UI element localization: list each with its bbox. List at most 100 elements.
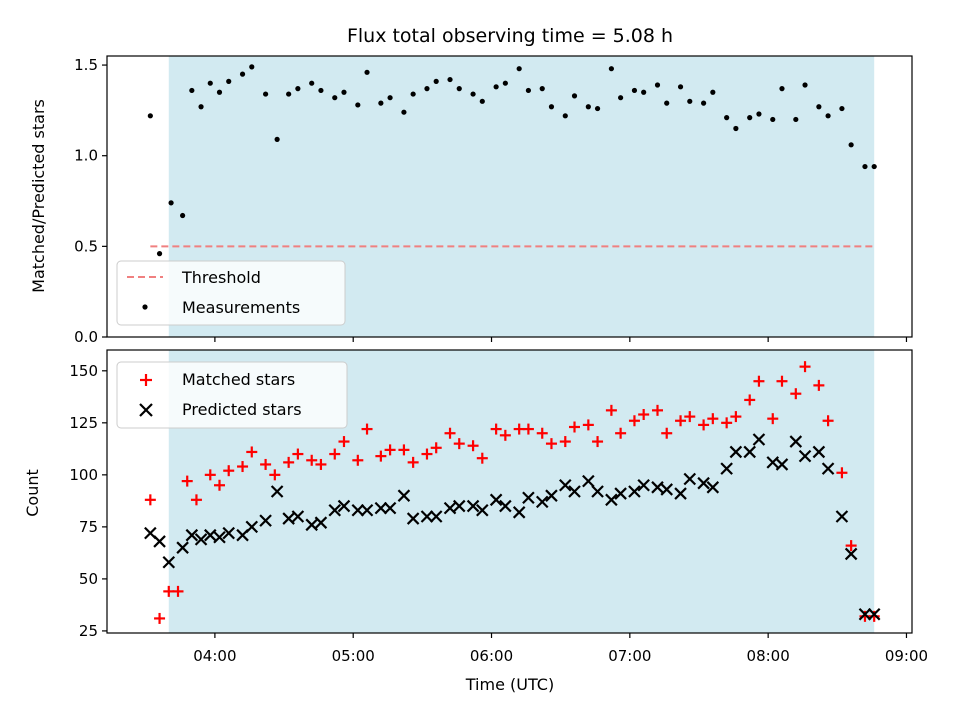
measurement-point: [525, 87, 532, 94]
predicted-star-marker: [314, 516, 328, 529]
legend-predicted-label: Predicted stars: [182, 400, 302, 419]
top-axes-frame: [106, 55, 913, 338]
measurement-point: [747, 115, 753, 121]
matched-star-marker: [338, 436, 350, 448]
measurement-point: [654, 82, 661, 88]
bottom-y-tick-label: 75: [79, 518, 98, 536]
predicted-star-marker: [337, 499, 351, 513]
matched-star-marker: [721, 417, 733, 429]
measurement-point: [862, 163, 868, 170]
predicted-star-marker: [489, 493, 503, 507]
top-y-tick-label: 0.0: [74, 328, 98, 346]
matched-star-marker: [453, 438, 465, 450]
predicted-star-marker: [305, 518, 318, 532]
matched-star-marker: [329, 448, 341, 460]
measurement-point: [493, 84, 499, 90]
predicted-star-marker: [752, 433, 766, 446]
x-axis-label: Time (UTC): [465, 675, 554, 694]
x-tick-label: 08:00: [747, 647, 790, 665]
matched-star-marker: [799, 361, 811, 373]
measurement-point: [401, 109, 407, 115]
matched-star-marker: [675, 415, 687, 427]
matched-star-marker: [569, 421, 581, 433]
matched-star-marker: [615, 427, 627, 439]
matched-star-marker: [651, 404, 663, 416]
measurement-point: [226, 78, 232, 84]
measurement-point: [295, 86, 301, 92]
x-tick-label: 05:00: [332, 647, 375, 665]
matched-star-marker: [582, 419, 594, 431]
matched-star-marker: [190, 494, 202, 506]
matched-star-marker: [361, 423, 373, 435]
measurement-point: [871, 163, 877, 170]
x-tick-label: 09:00: [885, 647, 928, 665]
predicted-star-marker: [559, 478, 572, 492]
matched-star-marker: [592, 436, 604, 448]
bottom-y-tick-label: 150: [69, 362, 98, 380]
predicted-star-marker: [203, 528, 217, 542]
matched-star-marker: [398, 444, 410, 456]
matched-star-marker: [845, 540, 857, 552]
matched-star-marker: [315, 458, 327, 470]
matched-star-marker: [430, 442, 442, 454]
measurement-point: [710, 89, 716, 95]
predicted-star-marker: [270, 485, 284, 498]
bottom-y-tick-label: 25: [79, 622, 98, 640]
matched-star-marker: [545, 438, 557, 450]
matched-star-marker: [237, 461, 249, 473]
measurement-point: [355, 102, 361, 108]
matched-star-marker: [753, 375, 765, 387]
matched-star-marker: [204, 469, 216, 481]
matched-star-marker: [744, 394, 756, 406]
matched-star-marker: [490, 423, 502, 435]
matched-star-marker: [513, 423, 525, 435]
predicted-star-marker: [858, 607, 872, 621]
predicted-star-marker: [798, 449, 812, 463]
predicted-star-marker: [397, 489, 411, 502]
x-tick-label: 07:00: [608, 647, 651, 665]
matched-star-marker: [154, 612, 166, 624]
predicted-star-marker: [406, 512, 420, 525]
bottom-y-tick-label: 50: [79, 570, 98, 588]
matched-star-marker: [144, 494, 156, 506]
measurement-point: [825, 113, 831, 119]
measurement-point: [249, 64, 255, 70]
measurement-point: [378, 100, 384, 106]
predicted-star-marker: [360, 503, 374, 517]
matched-star-marker: [384, 444, 396, 456]
matched-star-marker: [499, 429, 511, 441]
matched-star-marker: [163, 585, 175, 597]
predicted-star-marker: [706, 481, 720, 494]
predicted-star-marker: [162, 555, 176, 569]
predicted-star-marker: [821, 462, 835, 475]
predicted-star-marker: [545, 489, 558, 502]
matched-star-marker: [684, 411, 696, 423]
predicted-star-marker: [185, 528, 199, 542]
predicted-star-marker: [153, 535, 166, 548]
measurement-point: [364, 69, 370, 75]
matched-star-marker: [246, 446, 258, 458]
matched-star-marker: [836, 467, 848, 479]
predicted-star-marker: [605, 493, 618, 507]
measurement-point: [733, 125, 739, 132]
predicted-star-marker: [628, 485, 641, 498]
measurement-point: [387, 95, 393, 101]
predicted-star-marker: [420, 510, 434, 523]
matched-star-marker: [605, 404, 617, 416]
measurement-point: [802, 82, 808, 88]
matched-star-marker: [476, 452, 488, 464]
measurement-point: [548, 104, 555, 110]
predicted-star-marker: [476, 503, 489, 517]
measurement-point: [456, 86, 462, 92]
matched-star-marker: [283, 456, 295, 468]
measurement-point: [239, 71, 246, 77]
measurement-point: [274, 136, 280, 142]
measurement-point: [286, 91, 292, 97]
measurement-point: [318, 87, 324, 94]
predicted-star-marker: [466, 499, 480, 513]
top-y-axis-label: Matched/Predicted stars: [29, 99, 48, 293]
matched-star-marker: [375, 450, 387, 462]
predicted-star-marker: [582, 474, 595, 488]
predicted-star-marker: [637, 478, 650, 492]
measurement-point: [198, 104, 204, 110]
